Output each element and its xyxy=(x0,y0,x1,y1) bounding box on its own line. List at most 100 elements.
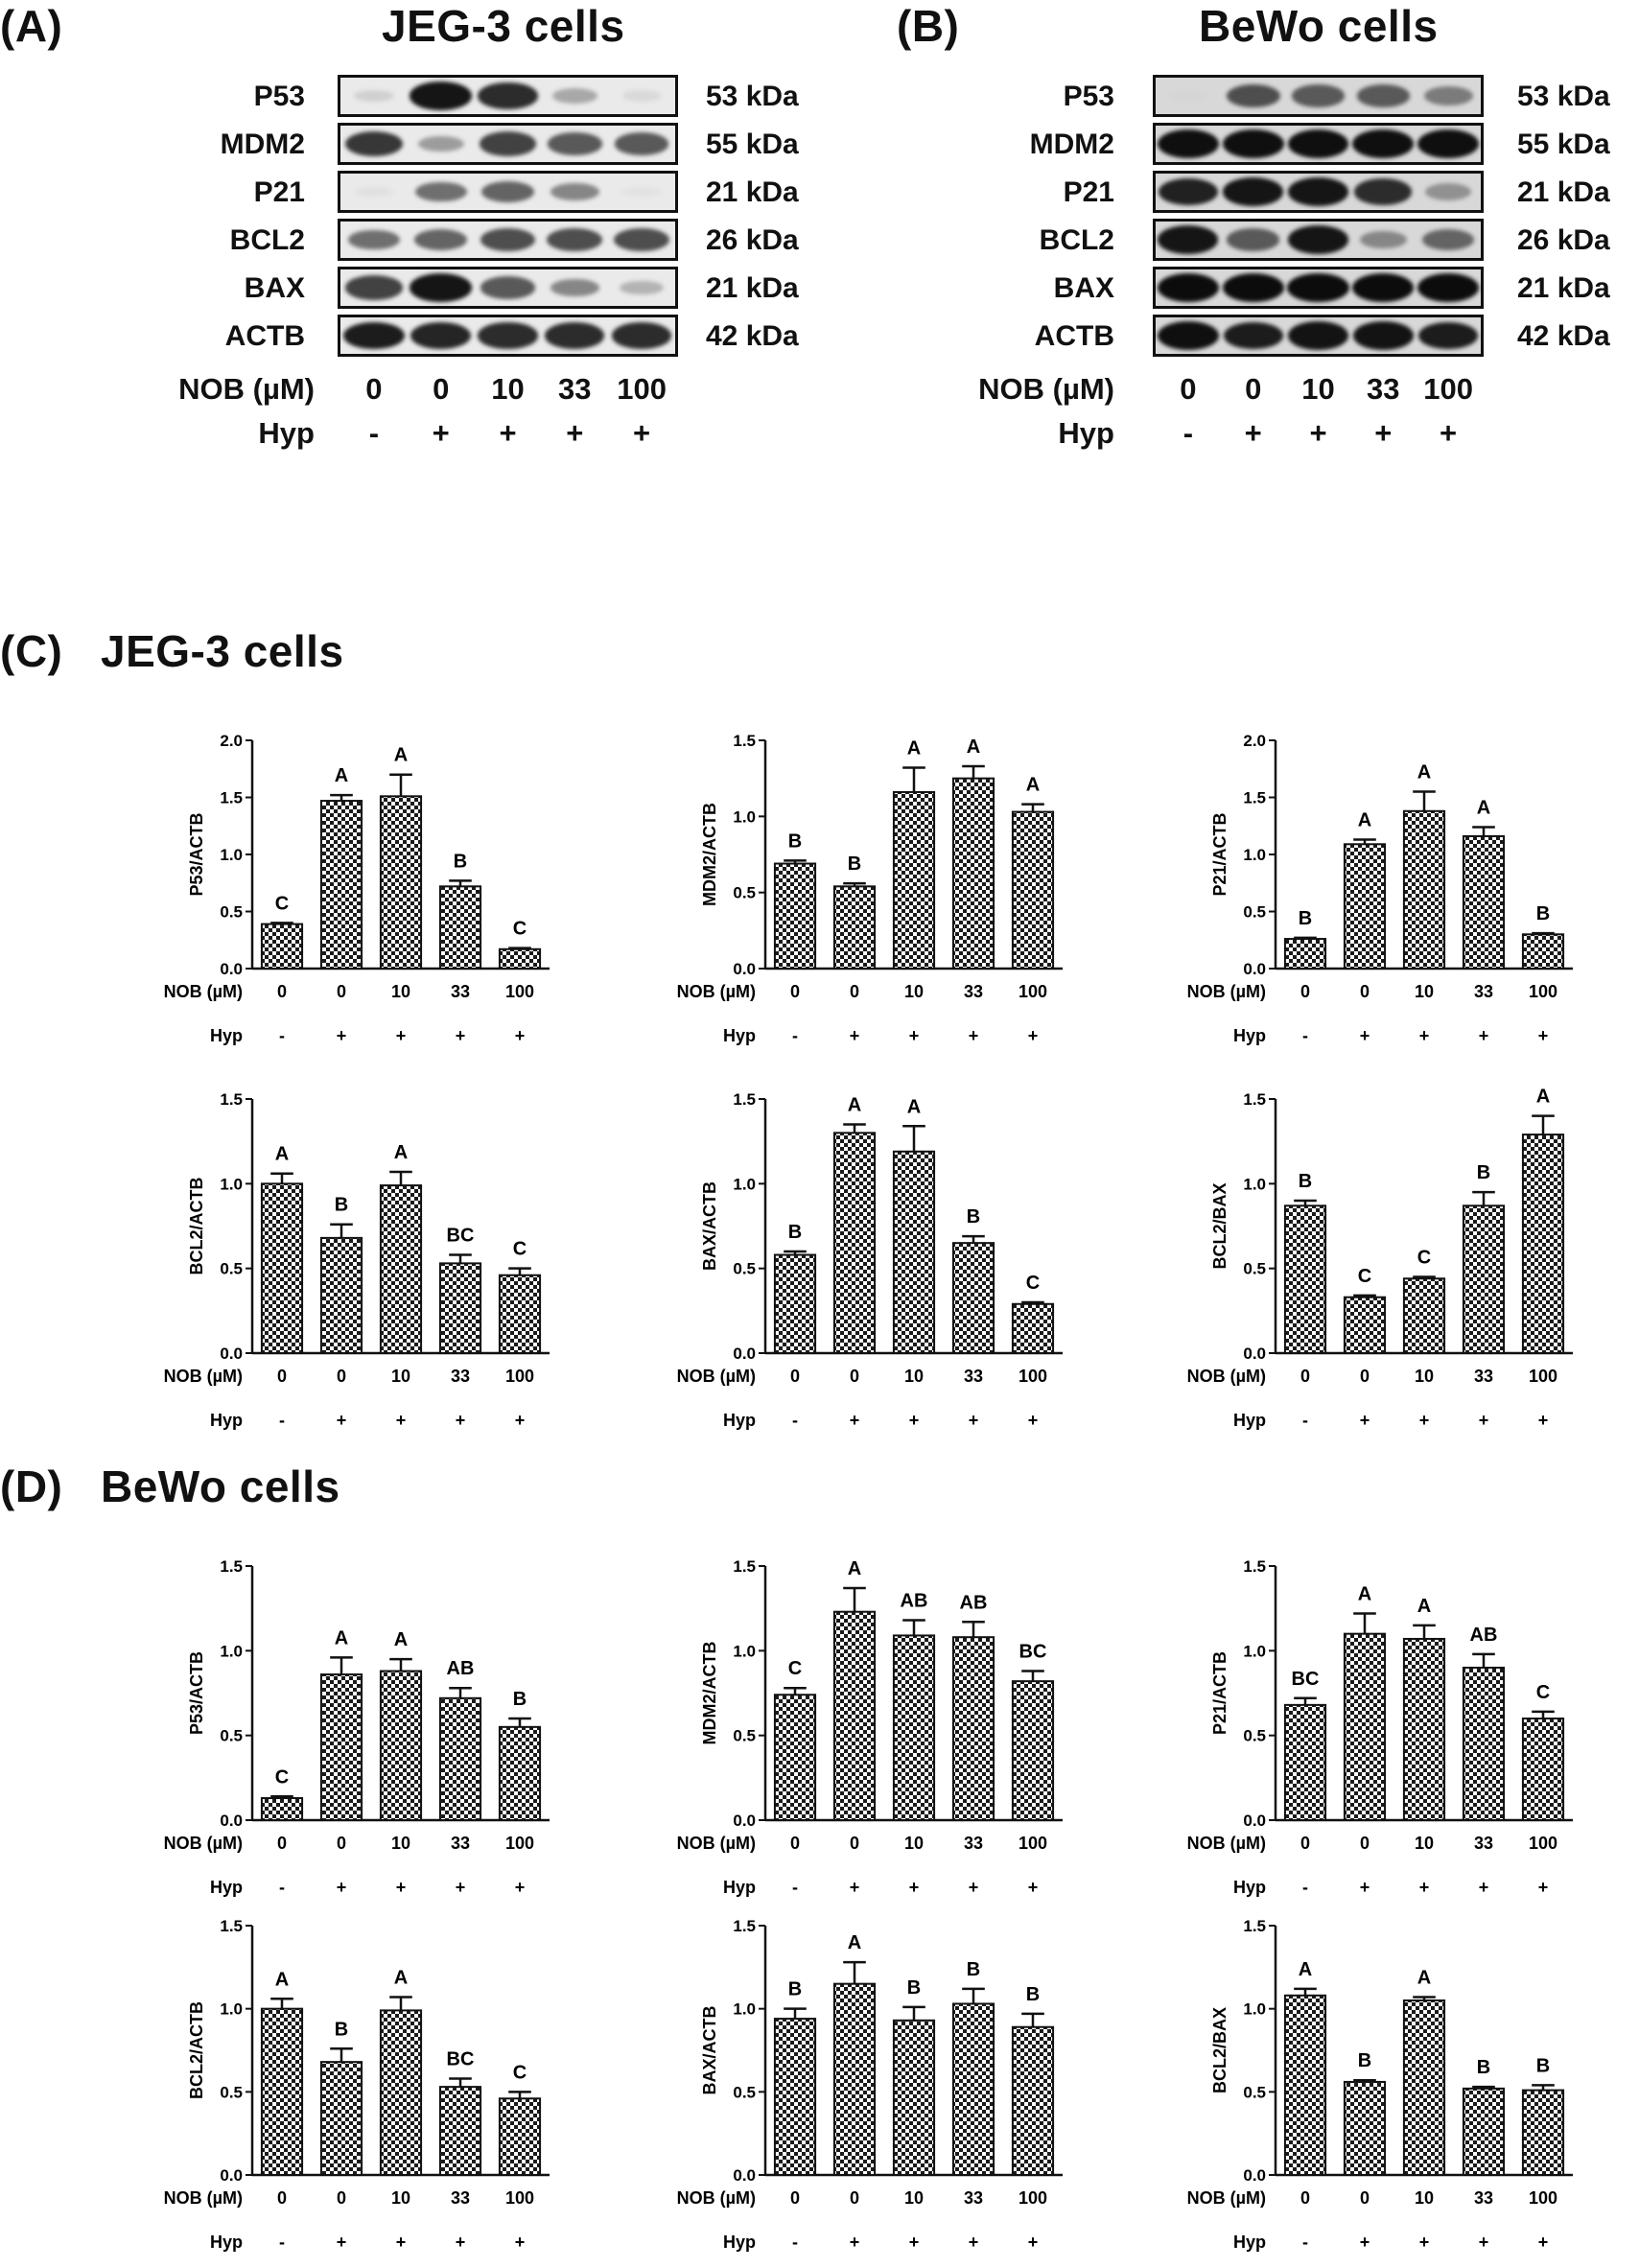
x-tick-label-hyp: + xyxy=(456,1026,466,1045)
bewo-blot-hyp-value: + xyxy=(1440,416,1458,450)
x-tick-label-nob: 100 xyxy=(505,1367,534,1386)
y-tick-label: 1.0 xyxy=(733,807,756,826)
x-tick-label-hyp: + xyxy=(456,1411,466,1430)
bewo-blot-band xyxy=(1287,272,1349,303)
jeg3-blot-band xyxy=(478,82,538,109)
x-tick-label-nob: 100 xyxy=(1019,1834,1047,1853)
y-tick-label: 0.5 xyxy=(220,2083,243,2101)
jeg3-blot-kda-p21: 21 kDa xyxy=(706,176,799,208)
y-tick-label: 0.0 xyxy=(733,1812,756,1830)
x-tick-label-nob: 0 xyxy=(337,982,346,1001)
x-tick-label-hyp: + xyxy=(1479,2233,1489,2252)
x-tick-label-nob: 100 xyxy=(505,982,534,1001)
significance-letter: A xyxy=(1358,1583,1371,1604)
x-tick-label-nob: 33 xyxy=(1474,2188,1493,2208)
bewo-blot-band xyxy=(1223,177,1284,206)
bar-chart-c-bax-actb: 0.0 0.5 1.0 1.5 BAX/ACTB B 0 - A 0 + A 10 + B 33 + C 100 + N… xyxy=(677,1090,1063,1430)
bewo-blot-kda-p53: 53 kDa xyxy=(1517,81,1610,112)
bar xyxy=(438,1696,482,1822)
bar xyxy=(260,1182,304,1355)
y-tick-label: 0.5 xyxy=(1243,1260,1266,1278)
y-tick-label: 0.5 xyxy=(220,1260,243,1278)
bewo-blot-band xyxy=(1157,272,1219,303)
nob-axis-label: NOB (µM) xyxy=(164,2188,243,2208)
jeg3-blot-band xyxy=(612,322,672,349)
jeg3-blot-hyp-value: - xyxy=(368,416,380,450)
y-tick-label: 0.5 xyxy=(1243,2083,1266,2101)
x-tick-label-nob: 0 xyxy=(277,1834,287,1853)
nob-axis-label: NOB (µM) xyxy=(164,1367,243,1386)
significance-letter: A xyxy=(848,1932,861,1953)
bar-chart-d-p53-actb: 0.0 0.5 1.0 1.5 P53/ACTB C 0 - A 0 + A 10 + AB 33 + B 100 +… xyxy=(164,1557,550,1897)
x-tick-label-nob: 100 xyxy=(1529,1367,1557,1386)
x-tick-label-nob: 0 xyxy=(1360,982,1370,1001)
x-tick-label-nob: 33 xyxy=(451,982,470,1001)
panel-d-letter: (D) xyxy=(0,1461,63,1511)
x-tick-label-hyp: - xyxy=(792,2233,798,2252)
nob-axis-label: NOB (µM) xyxy=(164,1834,243,1853)
bar xyxy=(379,795,423,970)
bar xyxy=(892,1634,936,1822)
jeg3-blot-strip-p53 xyxy=(338,75,678,117)
hyp-axis-label: Hyp xyxy=(723,1026,756,1045)
bewo-blot-strip-actb xyxy=(1153,315,1484,357)
bewo-blot-band xyxy=(1417,129,1480,158)
bewo-blot-band xyxy=(1423,86,1473,105)
jeg3-blot-band xyxy=(480,276,535,299)
x-tick-label-nob: 33 xyxy=(1474,982,1493,1001)
x-tick-label-nob: 10 xyxy=(391,2188,410,2208)
significance-letter: A xyxy=(1417,1596,1431,1617)
panel-b-title: BeWo cells xyxy=(1199,1,1439,51)
jeg3-blot-label-bax: BAX xyxy=(244,272,305,304)
jeg3-blot-hyp-value: + xyxy=(432,416,450,450)
jeg3-blot-band xyxy=(410,82,473,110)
bar-chart-d-p21-actb: 0.0 0.5 1.0 1.5 P21/ACTB BC 0 - A 0 + A 10 + AB 33 + C 100… xyxy=(1187,1557,1573,1897)
bar xyxy=(832,1982,877,2177)
x-tick-label-nob: 0 xyxy=(1300,982,1310,1001)
bar xyxy=(1343,2080,1387,2177)
x-tick-label-nob: 33 xyxy=(451,1834,470,1853)
jeg3-blot-nob-value: 10 xyxy=(491,372,525,406)
jeg3-blot-band xyxy=(354,89,394,102)
significance-letter: B xyxy=(454,851,467,872)
bewo-blot-nob-value: 33 xyxy=(1367,372,1400,406)
significance-letter: A xyxy=(848,1558,861,1579)
x-tick-label-hyp: - xyxy=(279,1411,285,1430)
jeg3-blot-band xyxy=(547,227,603,252)
bewo-blot-strip-bcl2 xyxy=(1153,219,1484,261)
western-blot-jeg3: P53 53 kDa MDM2 55 kDa P21 21 kDa BCL2 26 kDa BA… xyxy=(0,0,825,614)
bar xyxy=(1521,1134,1565,1354)
significance-letter: C xyxy=(275,893,289,914)
x-tick-label-hyp: + xyxy=(515,1026,526,1045)
x-tick-label-nob: 0 xyxy=(790,1834,800,1853)
y-tick-label: 1.0 xyxy=(733,2000,756,2019)
jeg3-blot-hyp-value: + xyxy=(499,416,517,450)
x-tick-label-hyp: - xyxy=(792,1026,798,1045)
bar xyxy=(1462,2087,1506,2177)
jeg3-blot-band xyxy=(551,88,597,104)
significance-letter: A xyxy=(967,737,980,758)
bar xyxy=(1402,1999,1446,2176)
hyp-axis-label: Hyp xyxy=(210,1878,243,1897)
x-tick-label-hyp: + xyxy=(1538,1026,1549,1045)
bar-chart-c-p53-actb: 0.0 0.5 1.0 1.5 2.0 P53/ACTB C 0 - A 0 + A 10 + B 33 + C 10… xyxy=(164,732,550,1045)
bar xyxy=(951,1636,995,1821)
x-tick-label-nob: 10 xyxy=(391,1367,410,1386)
bewo-blot-band xyxy=(1356,84,1410,107)
x-tick-label-hyp: + xyxy=(1360,1878,1370,1897)
x-tick-label-nob: 0 xyxy=(850,1834,859,1853)
bar xyxy=(1011,2025,1055,2177)
bar xyxy=(1343,843,1387,970)
y-tick-label: 1.0 xyxy=(220,1642,243,1660)
significance-letter: AB xyxy=(960,1592,988,1613)
bewo-blot-band xyxy=(1157,321,1219,350)
y-tick-label: 0.5 xyxy=(733,1260,756,1278)
significance-letter: BC xyxy=(447,1226,475,1247)
y-tick-label: 0.5 xyxy=(733,1727,756,1745)
jeg3-blot-nob-label: NOB (µM) xyxy=(178,372,315,406)
bewo-blot-kda-bcl2: 26 kDa xyxy=(1517,224,1610,256)
nob-axis-label: NOB (µM) xyxy=(677,982,756,1001)
nob-axis-label: NOB (µM) xyxy=(1187,982,1266,1001)
jeg3-blot-band xyxy=(621,90,662,102)
jeg3-blot-label-bcl2: BCL2 xyxy=(229,224,305,256)
